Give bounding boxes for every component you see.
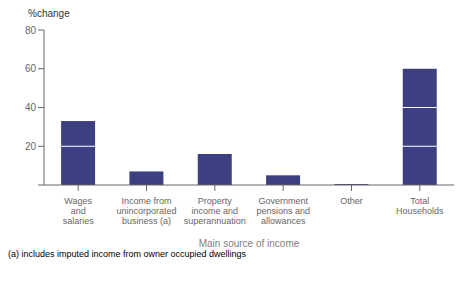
svg-text:Main source of income: Main source of income bbox=[199, 238, 300, 247]
svg-text:Governmentpensions andallowanc: Governmentpensions andallowances bbox=[256, 196, 310, 226]
svg-text:80: 80 bbox=[25, 25, 37, 36]
svg-text:Propertyincome andsuperannuati: Propertyincome andsuperannuation bbox=[184, 196, 246, 226]
svg-text:Income fromunincorporatedbusin: Income fromunincorporatedbusiness (a) bbox=[116, 196, 176, 226]
svg-text:20: 20 bbox=[25, 141, 37, 152]
svg-text:TotalHouseholds: TotalHouseholds bbox=[396, 196, 444, 216]
svg-text:Wagesandsalaries: Wagesandsalaries bbox=[63, 196, 95, 226]
svg-text:60: 60 bbox=[25, 63, 37, 74]
html-text:(a) includes imputed income fr: (a) includes imputed income from owner o… bbox=[8, 249, 247, 259]
svg-text:40: 40 bbox=[25, 102, 37, 113]
html-text:%change: %change bbox=[28, 8, 70, 19]
svg-text:Other: Other bbox=[340, 196, 363, 206]
